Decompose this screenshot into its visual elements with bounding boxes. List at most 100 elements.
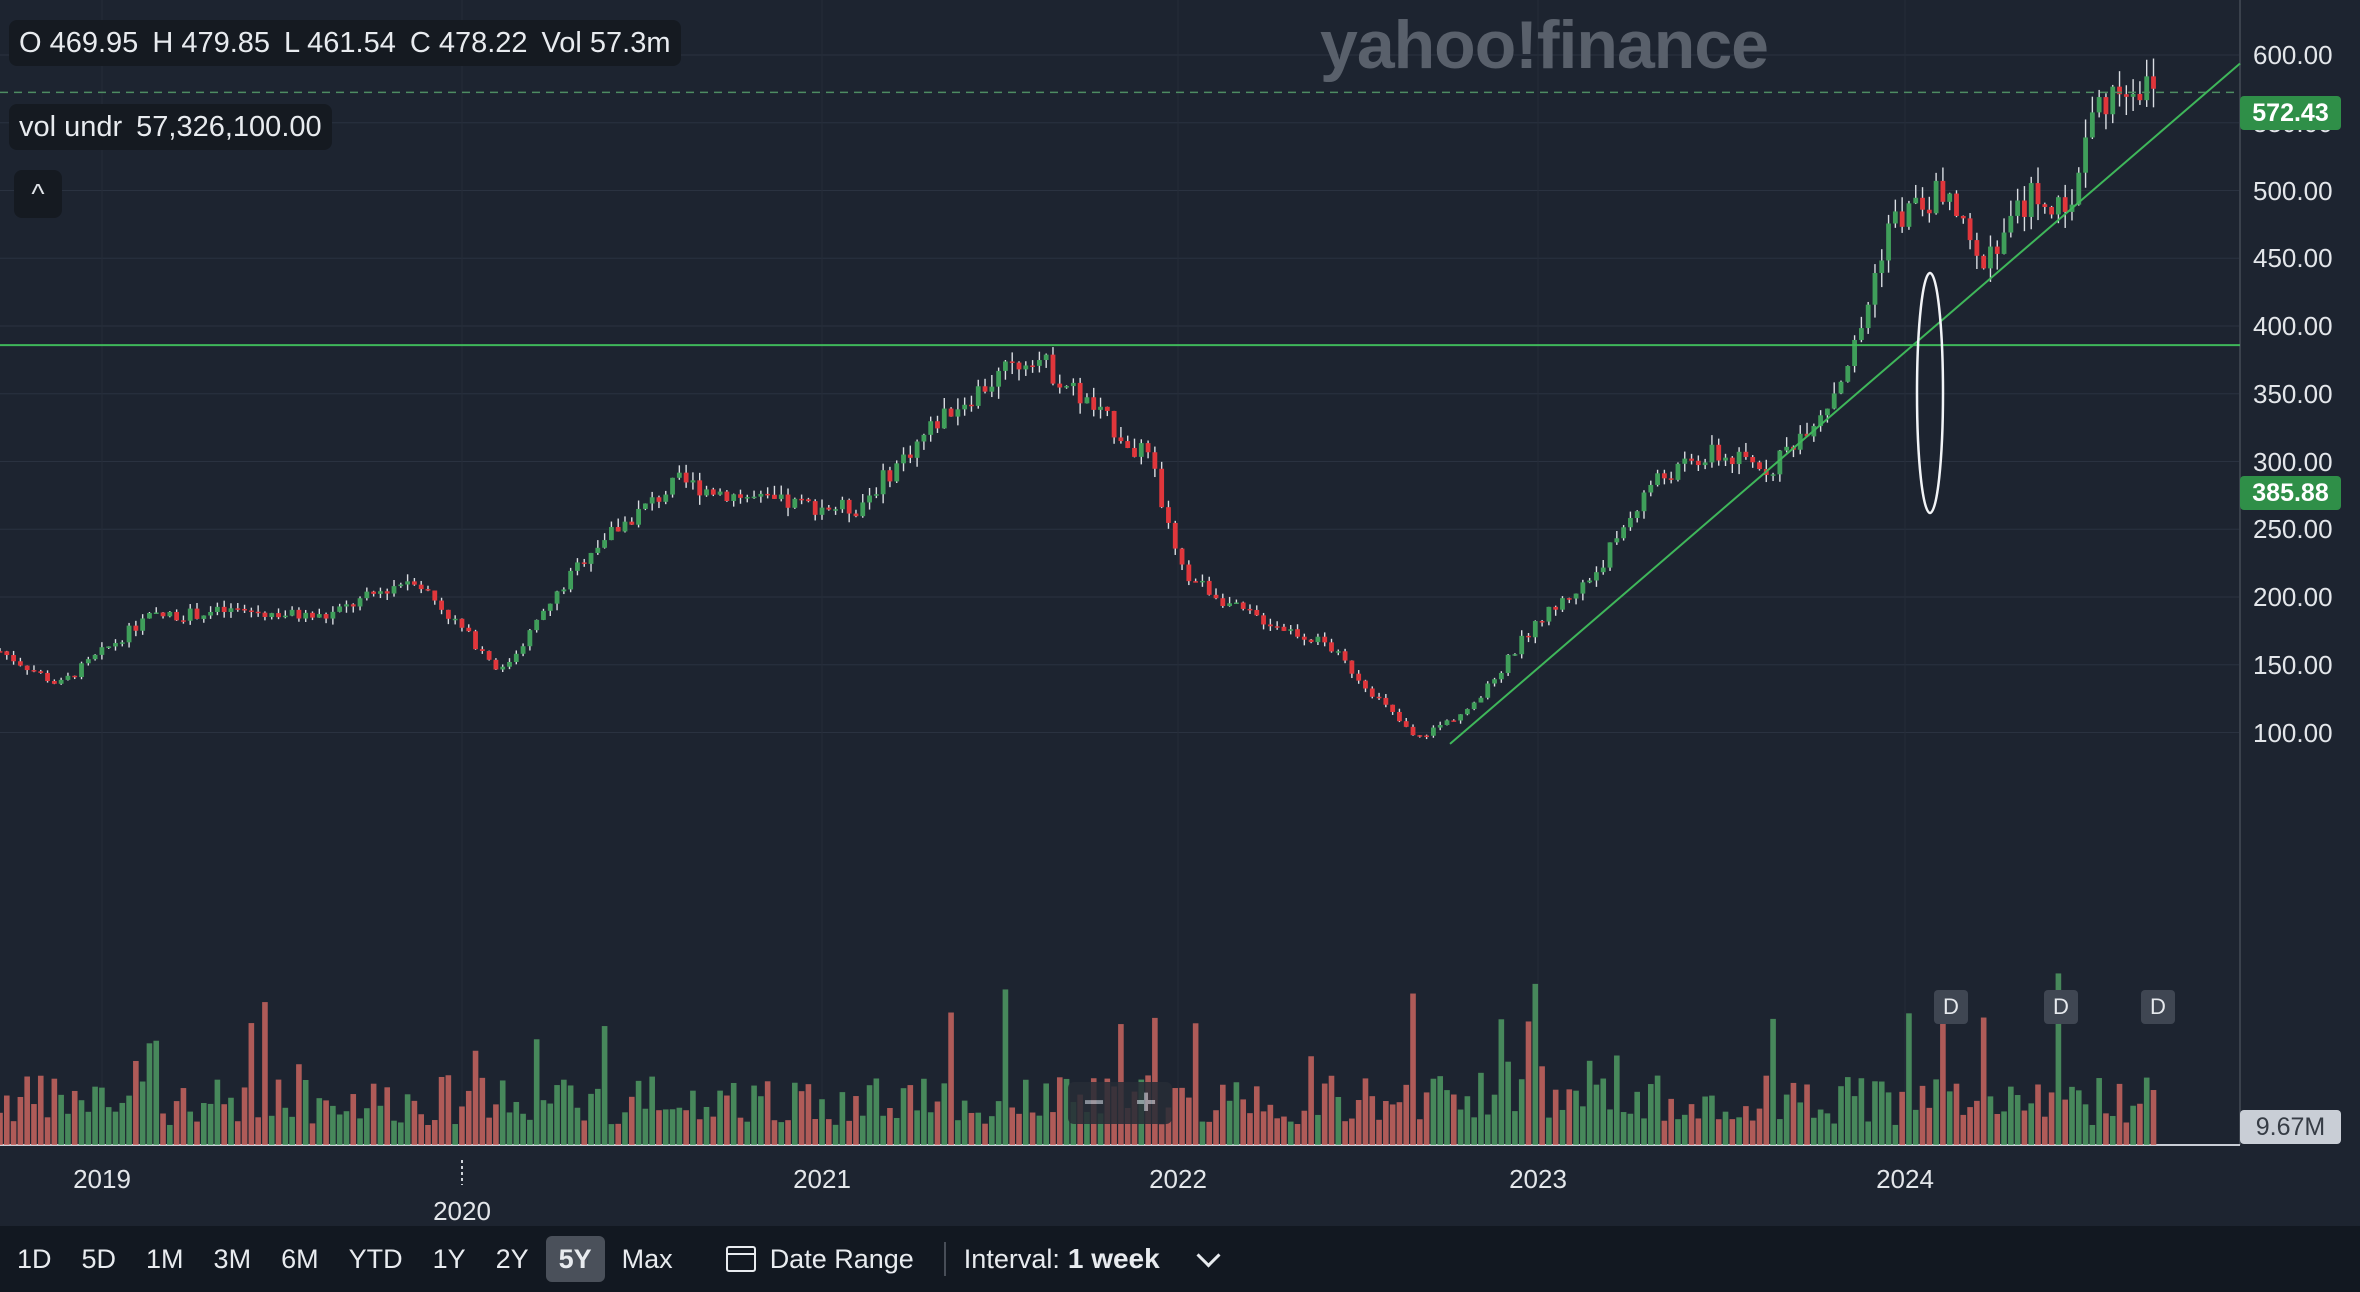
volume-bar [1627, 1113, 1634, 1145]
volume-bar [1260, 1111, 1267, 1145]
range-button-2y[interactable]: 2Y [495, 1244, 529, 1274]
dividend-badge[interactable]: D [2141, 990, 2175, 1024]
volume-bar [1654, 1075, 1661, 1145]
zoom-out-button[interactable]: − [1083, 1081, 1105, 1122]
candle-body [806, 499, 811, 502]
candle-body [500, 666, 506, 670]
volume-bar [737, 1117, 744, 1145]
range-button-6m[interactable]: 6M [281, 1244, 319, 1274]
candle-body [2083, 137, 2088, 173]
volume-bar [404, 1094, 411, 1145]
volume-bar [764, 1081, 771, 1145]
volume-bar [1457, 1109, 1464, 1145]
candle-body [1648, 484, 1654, 493]
dividend-badge[interactable]: D [1934, 990, 1968, 1024]
volume-bar [1220, 1084, 1226, 1145]
volume-bar [2001, 1111, 2007, 1145]
candle-body [1614, 538, 1620, 543]
range-button-3m[interactable]: 3M [213, 1244, 252, 1274]
volume-bar [3, 1095, 10, 1145]
candle-body [1200, 580, 1205, 583]
candle-body [833, 509, 838, 511]
candle-body [962, 404, 968, 410]
candle-body [344, 604, 349, 607]
collapse-button[interactable]: ^ [14, 170, 62, 218]
volume-bar [411, 1100, 418, 1145]
volume-bar [119, 1102, 126, 1145]
volume-bar [262, 1002, 268, 1145]
volume-bar [744, 1121, 751, 1145]
volume-bar [330, 1105, 336, 1145]
candle-body [1933, 180, 1939, 214]
range-button-max[interactable]: Max [621, 1244, 673, 1274]
candle-body [79, 663, 84, 678]
volume-bar [1287, 1121, 1294, 1145]
candle-body [1641, 492, 1647, 512]
candle-body [894, 463, 900, 482]
volume-bar [1192, 1023, 1199, 1145]
candle-body [1016, 362, 1022, 370]
candle-body [357, 598, 363, 607]
candle-body [282, 615, 288, 618]
candle-body [2151, 76, 2156, 89]
candle-body [2144, 76, 2150, 101]
volume-bar [1858, 1078, 1865, 1145]
candle-body [534, 619, 540, 631]
indicator-readout: vol undr 57,326,100.00 [9, 104, 332, 150]
range-button-1d[interactable]: 1D [17, 1244, 52, 1274]
candle-body [1899, 211, 1905, 227]
zoom-in-button[interactable]: + [1135, 1081, 1157, 1122]
volume-bar [1743, 1106, 1749, 1145]
volume-bar [234, 1121, 241, 1145]
volume-bar [1804, 1084, 1810, 1145]
volume-bar [1844, 1077, 1851, 1145]
time-tick-label: 2022 [1149, 1164, 1207, 1194]
volume-bar [425, 1124, 431, 1145]
candle-body [2028, 183, 2034, 217]
candle-body [2015, 200, 2021, 216]
range-button-5y[interactable]: 5Y [545, 1236, 605, 1282]
candle-body [1926, 209, 1932, 214]
candle-body [1750, 457, 1756, 463]
dividend-badge[interactable]: D [2044, 990, 2078, 1024]
range-button-5d[interactable]: 5D [81, 1244, 117, 1274]
time-tick-label: 2024 [1876, 1164, 1934, 1194]
volume-bar [1349, 1118, 1355, 1145]
candle-body [1723, 457, 1728, 461]
volume-bar [2096, 1078, 2102, 1145]
volume-bar [1158, 1124, 1165, 1145]
price-chart[interactable] [0, 0, 2360, 1226]
volume-bar [730, 1082, 737, 1145]
interval-selector[interactable]: Interval: 1 week [964, 1242, 1221, 1275]
candle-body [1152, 452, 1158, 469]
candle-body [1757, 462, 1762, 470]
range-button-ytd[interactable]: YTD [348, 1244, 403, 1274]
volume-bar [2075, 1090, 2082, 1145]
range-button-1y[interactable]: 1Y [432, 1244, 466, 1274]
candle-body [581, 562, 587, 564]
candle-body [1485, 683, 1491, 698]
volume-bar [649, 1076, 655, 1145]
candle-body [1301, 636, 1307, 640]
candle-body [1091, 397, 1097, 410]
candle-body [452, 618, 458, 621]
candle-body [1050, 354, 1056, 384]
candle-body [826, 507, 832, 510]
date-range-button[interactable]: Date Range [716, 1236, 924, 1282]
candle-body [520, 646, 526, 654]
chevron-down-icon[interactable] [1196, 1242, 1221, 1268]
volume-bar [1749, 1120, 1756, 1145]
candle-body [846, 499, 852, 514]
volume-bar [2130, 1105, 2136, 1145]
candle-body [1838, 381, 1844, 394]
volume-bar [1566, 1089, 1573, 1145]
candle-body [1892, 211, 1898, 224]
volume-bar [982, 1123, 988, 1145]
candle-body [615, 527, 621, 532]
volume-bar [1396, 1102, 1403, 1145]
range-button-1m[interactable]: 1M [146, 1244, 184, 1274]
candle-body [439, 600, 444, 610]
volume-bar [1179, 1087, 1185, 1145]
candle-body [45, 672, 50, 682]
volume-bar [112, 1111, 119, 1145]
